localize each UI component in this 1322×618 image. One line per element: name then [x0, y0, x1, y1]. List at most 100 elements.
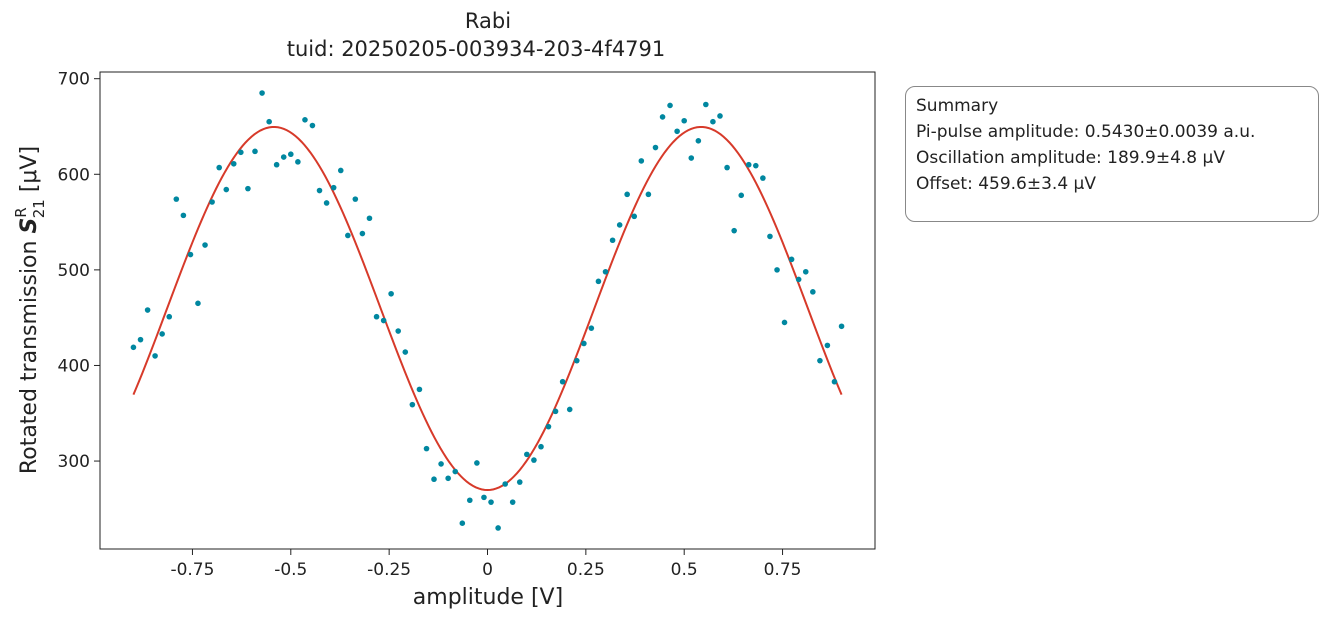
data-point	[738, 192, 745, 199]
data-point	[502, 481, 509, 487]
data-point	[345, 232, 351, 239]
data-point	[273, 161, 280, 168]
fit-curve	[132, 125, 843, 492]
y-tick-label: 700	[58, 70, 90, 90]
data-point	[187, 251, 194, 258]
data-point	[366, 215, 373, 222]
data-point	[838, 323, 845, 330]
data-point	[652, 144, 659, 151]
x-tick-label: 0.75	[764, 560, 802, 580]
data-point	[144, 307, 151, 313]
data-point	[280, 154, 287, 160]
data-point	[509, 499, 516, 505]
data-point	[595, 278, 602, 285]
data-point	[216, 164, 223, 171]
data-points	[130, 90, 845, 531]
chart-subtitle: tuid: 20250205-003934-203-4f4791	[287, 37, 666, 61]
fit-summary-box: Summary Pi-pulse amplitude: 0.5430±0.003…	[905, 86, 1319, 222]
data-point	[302, 116, 308, 123]
data-point	[287, 151, 294, 158]
data-point	[531, 457, 537, 463]
data-point	[831, 378, 838, 385]
data-point	[724, 164, 730, 171]
data-point	[760, 175, 766, 181]
data-point	[166, 313, 173, 320]
data-point	[767, 233, 773, 240]
y-axis-ticks: 300 400 500 600 700	[58, 70, 100, 472]
data-point	[495, 525, 501, 531]
data-point	[130, 344, 137, 351]
y-axis-label-superscript: R	[12, 207, 30, 217]
data-point	[259, 90, 265, 96]
x-tick-label: -0.25	[367, 560, 411, 580]
x-tick-label: 0.5	[671, 560, 698, 580]
data-point	[688, 155, 695, 161]
data-point	[488, 499, 494, 505]
summary-offset-line: Offset: 459.6±3.4 μV	[916, 174, 1097, 194]
x-axis-ticks: -0.75 -0.5 -0.25 0 0.25 0.5 0.75	[170, 549, 801, 580]
data-point	[781, 319, 788, 326]
data-point	[452, 468, 459, 475]
data-point	[645, 191, 652, 198]
data-point	[252, 148, 258, 155]
summary-oscillation-line: Oscillation amplitude: 189.9±4.8 μV	[916, 148, 1225, 168]
data-point	[752, 162, 759, 169]
data-point	[588, 325, 595, 331]
data-point	[817, 357, 823, 364]
data-point	[516, 479, 523, 485]
data-point	[409, 401, 416, 408]
x-tick-label: -0.75	[170, 560, 214, 580]
data-point	[788, 256, 795, 263]
x-tick-label: 0	[482, 560, 493, 580]
data-point	[266, 118, 272, 125]
data-point	[695, 138, 702, 144]
data-point	[574, 357, 580, 364]
data-point	[466, 497, 473, 504]
data-point	[581, 340, 587, 347]
x-tick-label: -0.5	[274, 560, 307, 580]
data-point	[824, 342, 831, 349]
data-point	[703, 101, 709, 108]
data-point	[445, 475, 451, 482]
data-point	[624, 191, 630, 198]
data-point	[295, 159, 301, 165]
data-point	[681, 117, 688, 124]
data-point	[416, 386, 423, 393]
data-point	[352, 196, 359, 202]
data-point	[667, 102, 673, 109]
data-point	[402, 349, 409, 355]
x-tick-label: 0.25	[567, 560, 605, 580]
y-tick-label: 600	[58, 165, 90, 185]
y-tick-label: 300	[58, 452, 90, 472]
data-point	[731, 227, 737, 234]
data-point	[481, 494, 487, 501]
data-point	[524, 451, 530, 458]
data-point	[180, 212, 187, 219]
y-tick-label: 400	[58, 356, 90, 376]
data-point	[323, 200, 330, 206]
data-point	[810, 289, 816, 295]
x-axis-label: amplitude [V]	[413, 585, 563, 610]
data-point	[202, 242, 208, 248]
data-point	[552, 408, 559, 415]
y-axis-label: Rotated transmission SR21 [μV]	[12, 146, 48, 474]
data-point	[316, 187, 323, 194]
data-point	[566, 406, 573, 413]
data-point	[616, 222, 623, 228]
data-point	[309, 122, 316, 129]
data-point	[802, 268, 809, 275]
data-point	[710, 118, 716, 125]
data-point	[559, 378, 566, 385]
data-point	[609, 237, 616, 244]
chart-title: Rabi	[465, 9, 511, 33]
data-point	[173, 196, 180, 202]
y-axis-label-symbol: S	[17, 218, 42, 234]
data-point	[388, 290, 394, 297]
data-point	[245, 185, 251, 192]
data-point	[674, 128, 680, 135]
data-point	[330, 184, 337, 191]
data-point	[380, 317, 387, 324]
data-point	[538, 443, 544, 450]
data-point	[195, 300, 201, 307]
